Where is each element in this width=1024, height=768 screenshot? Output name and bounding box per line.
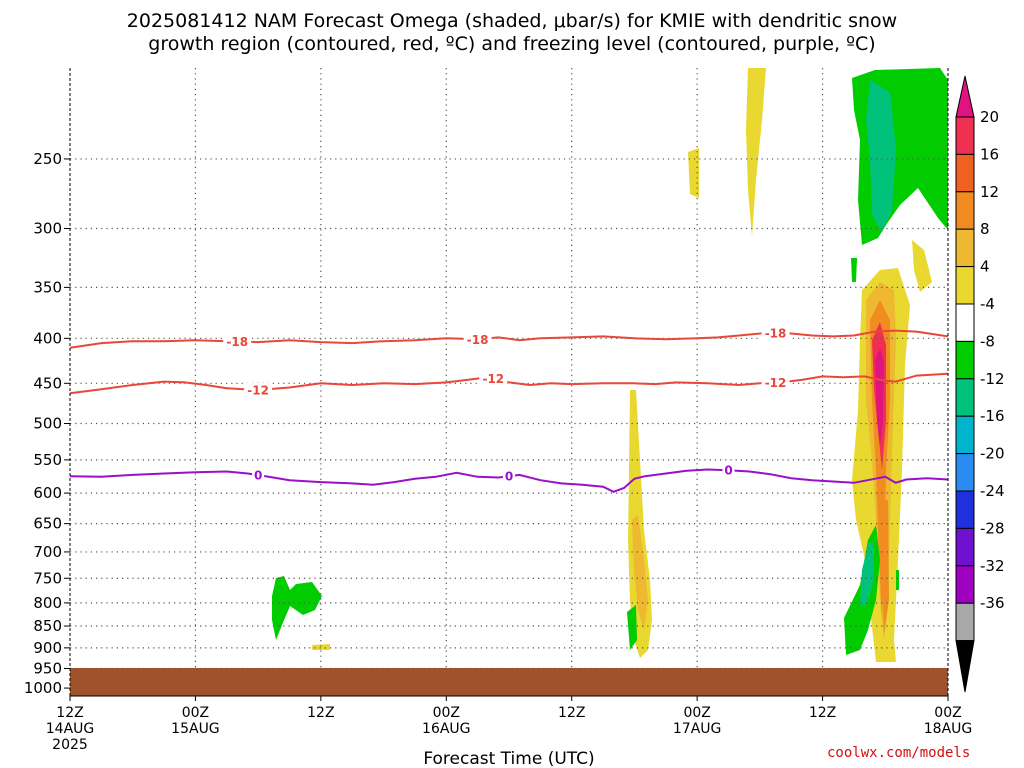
- omega-shade-region: [627, 605, 637, 650]
- x-tick-label: 00Z: [182, 705, 209, 721]
- y-tick-label: 300: [33, 220, 62, 238]
- y-tick-label: 750: [33, 569, 62, 587]
- colorbar-top-arrow: [955, 75, 975, 118]
- contour-label: 0: [505, 470, 513, 484]
- y-tick-label: 350: [33, 278, 62, 296]
- colorbar-label: -24: [980, 482, 1005, 500]
- contour-label: -12: [482, 372, 504, 386]
- colorbar-label: -32: [980, 557, 1005, 575]
- omega-shade-region: [851, 258, 857, 282]
- contour-label-bg: [761, 325, 790, 340]
- y-tick-label: 500: [33, 415, 62, 433]
- colorbar-label: -12: [980, 370, 1005, 388]
- x-tick-label: 12Z: [558, 705, 585, 721]
- colorbar-band: [955, 490, 975, 529]
- colorbar-band: [955, 527, 975, 567]
- colorbar-band: [955, 565, 975, 604]
- omega-shade-region: [882, 500, 889, 635]
- x-tick-label: 15AUG: [171, 721, 220, 737]
- contour-line--12: [70, 372, 948, 395]
- colorbar-label: -20: [980, 445, 1005, 463]
- y-tick-label: 800: [33, 594, 62, 612]
- colorbar-label: -36: [980, 594, 1005, 612]
- x-tick-label: 00Z: [683, 705, 710, 721]
- y-tick-label: 650: [33, 515, 62, 533]
- contour-label: 0: [254, 469, 262, 483]
- colorbar-label: -28: [980, 519, 1005, 537]
- contour-label: 0: [724, 464, 732, 478]
- y-tick-label: 400: [33, 329, 62, 347]
- contour-label-bg: [244, 383, 273, 398]
- colorbar-label: 12: [980, 183, 999, 201]
- colorbar-band: [955, 266, 975, 305]
- omega-shade-region: [312, 644, 330, 650]
- contour-label-bg: [722, 463, 735, 478]
- omega-shade-region: [912, 240, 932, 292]
- colorbar-band: [955, 228, 975, 268]
- y-tick-label: 450: [33, 374, 62, 392]
- contour-label: -18: [467, 333, 489, 347]
- contour-label: -12: [765, 376, 787, 390]
- ground-surface: [70, 668, 948, 696]
- omega-shade-region: [632, 515, 648, 630]
- x-tick-label: 18AUG: [924, 721, 973, 737]
- y-tick-label: 950: [33, 659, 62, 677]
- colorbar-label: 16: [980, 145, 999, 163]
- y-tick-label: 1000: [24, 679, 62, 697]
- contour-label-bg: [479, 371, 508, 386]
- colorbar-label: 4: [980, 258, 990, 276]
- x-tick-label: 14AUG: [46, 721, 95, 737]
- x-tick-label: 00Z: [433, 705, 460, 721]
- colorbar-band: [955, 602, 975, 642]
- contour-label-bg: [463, 332, 492, 347]
- colorbar-band: [955, 303, 975, 342]
- contour-line-0: [70, 468, 948, 493]
- x-tick-label: 2025: [52, 737, 88, 753]
- title-line-1: 2025081412 NAM Forecast Omega (shaded, μ…: [126, 10, 898, 32]
- contour-label: -12: [247, 384, 269, 398]
- contour-label-bg: [503, 469, 515, 484]
- y-tick-label: 900: [33, 639, 62, 657]
- omega-shade-region: [866, 80, 896, 232]
- colorbar-band: [955, 378, 975, 417]
- contour-label-bg: [223, 334, 252, 349]
- omega-shade-region: [272, 576, 322, 640]
- y-tick-label: 250: [33, 150, 62, 168]
- y-tick-label: 850: [33, 617, 62, 635]
- colorbar-band: [955, 191, 975, 230]
- contour-label: -18: [765, 326, 787, 340]
- omega-shade-region: [860, 540, 874, 605]
- colorbar-band: [955, 116, 975, 155]
- colorbar-label: -16: [980, 407, 1005, 425]
- site-credit: coolwx.com/models: [827, 745, 971, 761]
- omega-shade-region: [875, 348, 884, 446]
- colorbar-bottom-arrow: [955, 640, 975, 693]
- colorbar-band: [955, 453, 975, 492]
- y-tick-label: 600: [33, 484, 62, 502]
- colorbar-label: -4: [980, 295, 995, 313]
- colorbar-band: [955, 415, 975, 455]
- colorbar-label: 8: [980, 220, 990, 238]
- colorbar-label: 20: [980, 108, 999, 126]
- x-tick-label: 16AUG: [422, 721, 471, 737]
- x-tick-label: 12Z: [56, 705, 83, 721]
- title-line-2: growth region (contoured, red, ºC) and f…: [148, 33, 876, 55]
- colorbar-band: [955, 153, 975, 193]
- omega-shade-region: [688, 148, 699, 198]
- contour-label-bg: [761, 375, 790, 390]
- x-tick-label: 12Z: [307, 705, 334, 721]
- x-tick-label: 00Z: [934, 705, 961, 721]
- contour-label-bg: [252, 468, 265, 483]
- y-tick-label: 550: [33, 451, 62, 469]
- x-tick-label: 17AUG: [673, 721, 722, 737]
- y-tick-label: 700: [33, 543, 62, 561]
- x-axis-title: Forecast Time (UTC): [423, 749, 594, 768]
- omega-shade-region: [746, 68, 766, 236]
- contour-label: -18: [226, 335, 248, 349]
- colorbar-band: [955, 340, 975, 380]
- colorbar-label: -8: [980, 332, 995, 350]
- x-tick-label: 12Z: [809, 705, 836, 721]
- omega-shade-region: [896, 570, 899, 590]
